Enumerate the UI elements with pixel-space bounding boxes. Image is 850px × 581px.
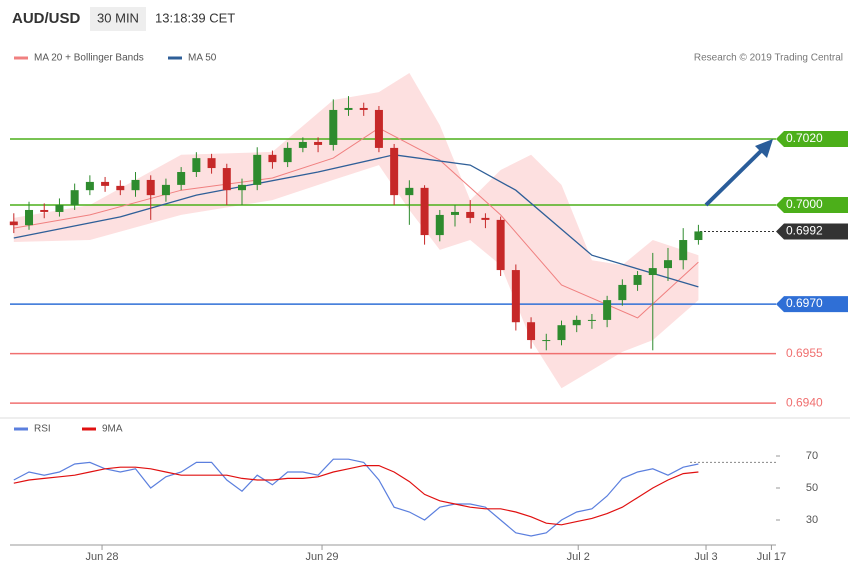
chart-title: AUD/USD	[12, 10, 81, 27]
candle-body	[161, 184, 170, 196]
candle-body	[663, 260, 672, 269]
candle-body	[55, 205, 64, 212]
candle-body	[314, 141, 323, 145]
candle-body	[633, 275, 642, 285]
candle-body	[405, 187, 414, 196]
candle-body	[207, 158, 216, 169]
price-tag	[776, 197, 848, 214]
candle-body	[374, 109, 383, 148]
x-tick-label: Jul 3	[694, 551, 717, 563]
price-tag	[776, 223, 848, 240]
candle-body	[283, 147, 292, 163]
candle-body	[527, 322, 536, 341]
price-label: 0.6970	[786, 296, 823, 310]
candle-body	[222, 168, 231, 191]
plot: MA 20 + Bollinger Bands MA 50 RSI 9MA 0.7020…	[9, 53, 848, 563]
time: 13:18:39 CET	[155, 10, 235, 25]
candle-body	[557, 325, 566, 341]
candle-body	[450, 211, 459, 215]
x-tick-label: Jul 2	[567, 551, 590, 563]
candle-body	[542, 340, 551, 342]
rsi-line	[13, 465, 699, 526]
candle-body	[116, 185, 125, 191]
candle-body	[466, 211, 475, 218]
candle-body	[359, 107, 368, 110]
y-tick-label: 70	[806, 450, 818, 462]
x-tick-label: Jun 29	[306, 551, 339, 563]
price-label: 0.6992	[786, 224, 823, 238]
candle-body	[390, 147, 399, 196]
candle-body	[481, 217, 490, 220]
candle-body	[70, 190, 79, 206]
y-tick-label: 50	[806, 482, 818, 494]
credit: Research © 2019 Trading Central	[694, 53, 843, 64]
candle-body	[572, 319, 581, 326]
candle-body	[435, 214, 444, 236]
price-tag	[776, 296, 848, 313]
legend-label: 9MA	[102, 424, 123, 435]
forecast-arrow	[704, 139, 773, 207]
candle-body	[238, 184, 247, 191]
candle-body	[329, 109, 338, 145]
price-label: 0.7000	[786, 197, 823, 211]
y-tick-label: 30	[806, 514, 818, 526]
legend-label: RSI	[34, 424, 51, 435]
candle-body	[101, 181, 110, 186]
bollinger-band	[13, 73, 699, 389]
candle-body	[587, 319, 596, 321]
candle-body	[679, 240, 688, 261]
timeframe: 30 MIN	[97, 10, 139, 25]
price-label: 0.6955	[786, 346, 823, 360]
candle-body	[177, 172, 186, 185]
legend-label: MA 50	[188, 53, 217, 64]
candle-body	[25, 209, 34, 226]
candle-body	[648, 268, 657, 276]
candle-body	[9, 221, 18, 226]
candle-body	[298, 141, 307, 148]
x-tick-label: Jun 28	[86, 551, 119, 563]
price-label: 0.7020	[786, 131, 823, 145]
candle-body	[85, 181, 94, 191]
candle-body	[618, 284, 627, 301]
candle-body	[192, 158, 201, 173]
candle-body	[420, 187, 429, 236]
x-tick-label: Jul 17	[757, 551, 786, 563]
candle-body	[603, 300, 612, 320]
timeframe-box	[90, 7, 146, 31]
candle-body	[146, 179, 155, 196]
candle-body	[511, 270, 520, 323]
price-tag	[776, 131, 848, 147]
candle-body	[253, 154, 262, 185]
price-label: 0.6940	[786, 395, 823, 409]
candle-body	[344, 107, 353, 110]
candle-body	[40, 209, 49, 212]
candle-body	[268, 154, 277, 163]
candle-body	[694, 231, 703, 241]
rsi-line	[13, 458, 699, 537]
legend-label: MA 20 + Bollinger Bands	[34, 53, 144, 64]
candle-body	[496, 219, 505, 271]
candle-body	[131, 179, 140, 191]
